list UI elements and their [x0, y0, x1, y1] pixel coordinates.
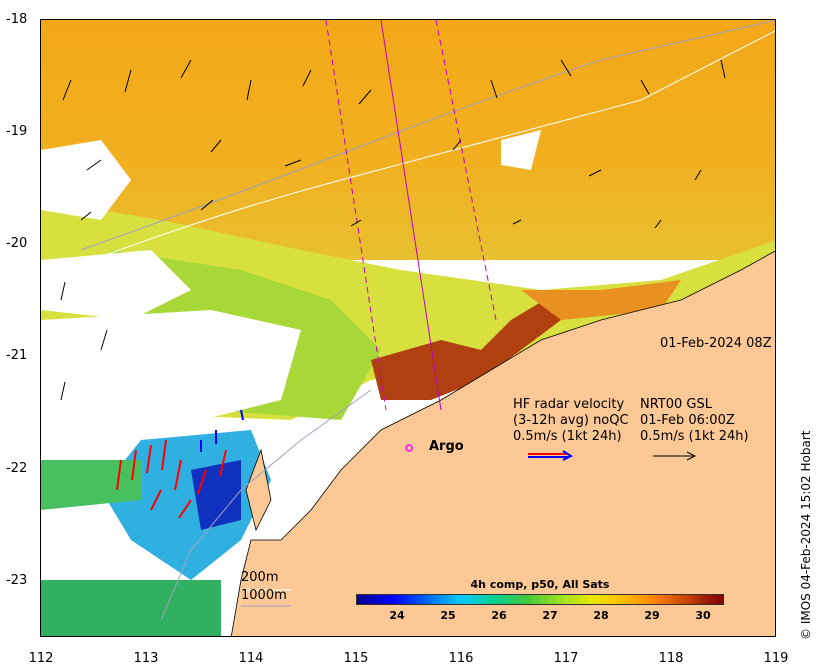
hf-radar-arrow: [116, 459, 122, 491]
current-arrow: [210, 139, 222, 153]
current-arrow: [560, 59, 572, 77]
contour-200m: [41, 30, 775, 281]
colorbar-label: 29: [644, 609, 660, 622]
hf-radar-arrow: [131, 449, 137, 481]
x-tick-label: 119: [763, 651, 789, 666]
hf-radar-arrow: [178, 499, 192, 519]
y-tick-label: -23: [6, 573, 28, 588]
colorbar-title: 4h comp, p50, All Sats: [470, 578, 610, 591]
argo-label: Argo: [429, 439, 464, 454]
x-tick-label: 112: [28, 651, 54, 666]
x-tick-label: 117: [553, 651, 579, 666]
track-line-dashed: [325, 20, 387, 411]
current-arrow: [654, 219, 662, 229]
current-arrow: [100, 329, 108, 351]
current-arrow: [80, 211, 92, 221]
current-arrow: [60, 381, 66, 401]
x-tick-label: 115: [343, 651, 369, 666]
current-arrow: [350, 219, 362, 227]
credit-text: © IMOS 04-Feb-2024 15:02 Hobart: [799, 430, 813, 640]
argo-marker: [405, 444, 413, 452]
current-arrow: [640, 79, 650, 95]
hf-legend-line3: 0.5m/s (1kt 24h): [513, 429, 622, 444]
hf-radar-arrow: [150, 489, 162, 511]
current-arrow: [358, 89, 372, 105]
timestamp-label: 01-Feb-2024 08Z: [660, 336, 772, 351]
no-data-area: [41, 250, 191, 320]
hf-radar-arrow: [197, 469, 207, 495]
x-tick-label: 114: [238, 651, 264, 666]
colorbar-label: 28: [593, 609, 609, 622]
contour-legend-1000m: 1000m: [241, 588, 287, 603]
y-tick-label: -22: [6, 461, 28, 476]
nrt-legend-line3: 0.5m/s (1kt 24h): [640, 429, 749, 444]
current-arrow: [452, 139, 462, 151]
hf-legend-arrowhead: [562, 450, 574, 461]
current-arrow: [720, 59, 726, 79]
x-tick-label: 118: [658, 651, 684, 666]
map-panel: [40, 19, 776, 637]
sst-green-patch: [41, 460, 141, 510]
sst-green-patch: [41, 580, 221, 636]
nrt-legend-arrowhead: [686, 451, 697, 461]
x-tick-label: 116: [448, 651, 474, 666]
y-tick-label: -21: [6, 348, 28, 363]
hf-radar-arrow: [174, 459, 182, 491]
colorbar-label: 25: [440, 609, 456, 622]
hf-legend-line2: (3-12h avg) noQC: [513, 413, 629, 428]
nrt-legend-line2: 01-Feb 06:00Z: [640, 413, 735, 428]
current-arrow: [588, 169, 602, 177]
track-line: [380, 20, 442, 411]
nrt-legend-line1: NRT00 GSL: [640, 397, 712, 412]
hf-radar-arrow: [240, 409, 244, 421]
hf-radar-arrows: [116, 409, 244, 519]
hf-radar-arrow: [161, 439, 167, 471]
current-arrow: [200, 199, 214, 211]
nrt-current-arrows: [60, 59, 726, 401]
current-arrow: [694, 169, 702, 181]
sst-map: [41, 20, 775, 636]
land-mass: [230, 250, 775, 636]
current-arrow: [302, 69, 312, 87]
no-data-area: [41, 140, 131, 220]
contour-legend-200m: 200m: [241, 570, 279, 585]
hf-radar-arrow: [146, 444, 152, 474]
current-arrow: [180, 59, 192, 79]
contour-1000m: [80, 20, 775, 251]
colorbar-label: 24: [389, 609, 405, 622]
colorbar-label: 26: [491, 609, 507, 622]
track-line-dashed: [435, 20, 497, 321]
y-tick-label: -18: [6, 12, 28, 27]
no-data-area: [41, 310, 301, 420]
current-arrow: [86, 159, 102, 171]
current-arrow: [246, 79, 252, 101]
current-arrow: [60, 281, 66, 301]
hf-legend-line1: HF radar velocity: [513, 397, 625, 412]
current-arrow: [490, 79, 498, 99]
current-arrow: [62, 79, 72, 101]
current-arrow: [512, 219, 522, 225]
y-tick-label: -19: [6, 124, 28, 139]
contour-1000m-south: [160, 389, 372, 621]
current-arrow: [284, 159, 302, 167]
current-arrow: [124, 69, 132, 93]
sst-hot-coast: [371, 290, 561, 400]
colorbar-label: 27: [542, 609, 558, 622]
colorbar: [356, 594, 724, 605]
colorbar-label: 30: [695, 609, 711, 622]
no-data-area: [501, 130, 541, 170]
x-tick-label: 113: [133, 651, 159, 666]
hf-radar-arrow: [219, 449, 227, 477]
y-tick-label: -20: [6, 236, 28, 251]
